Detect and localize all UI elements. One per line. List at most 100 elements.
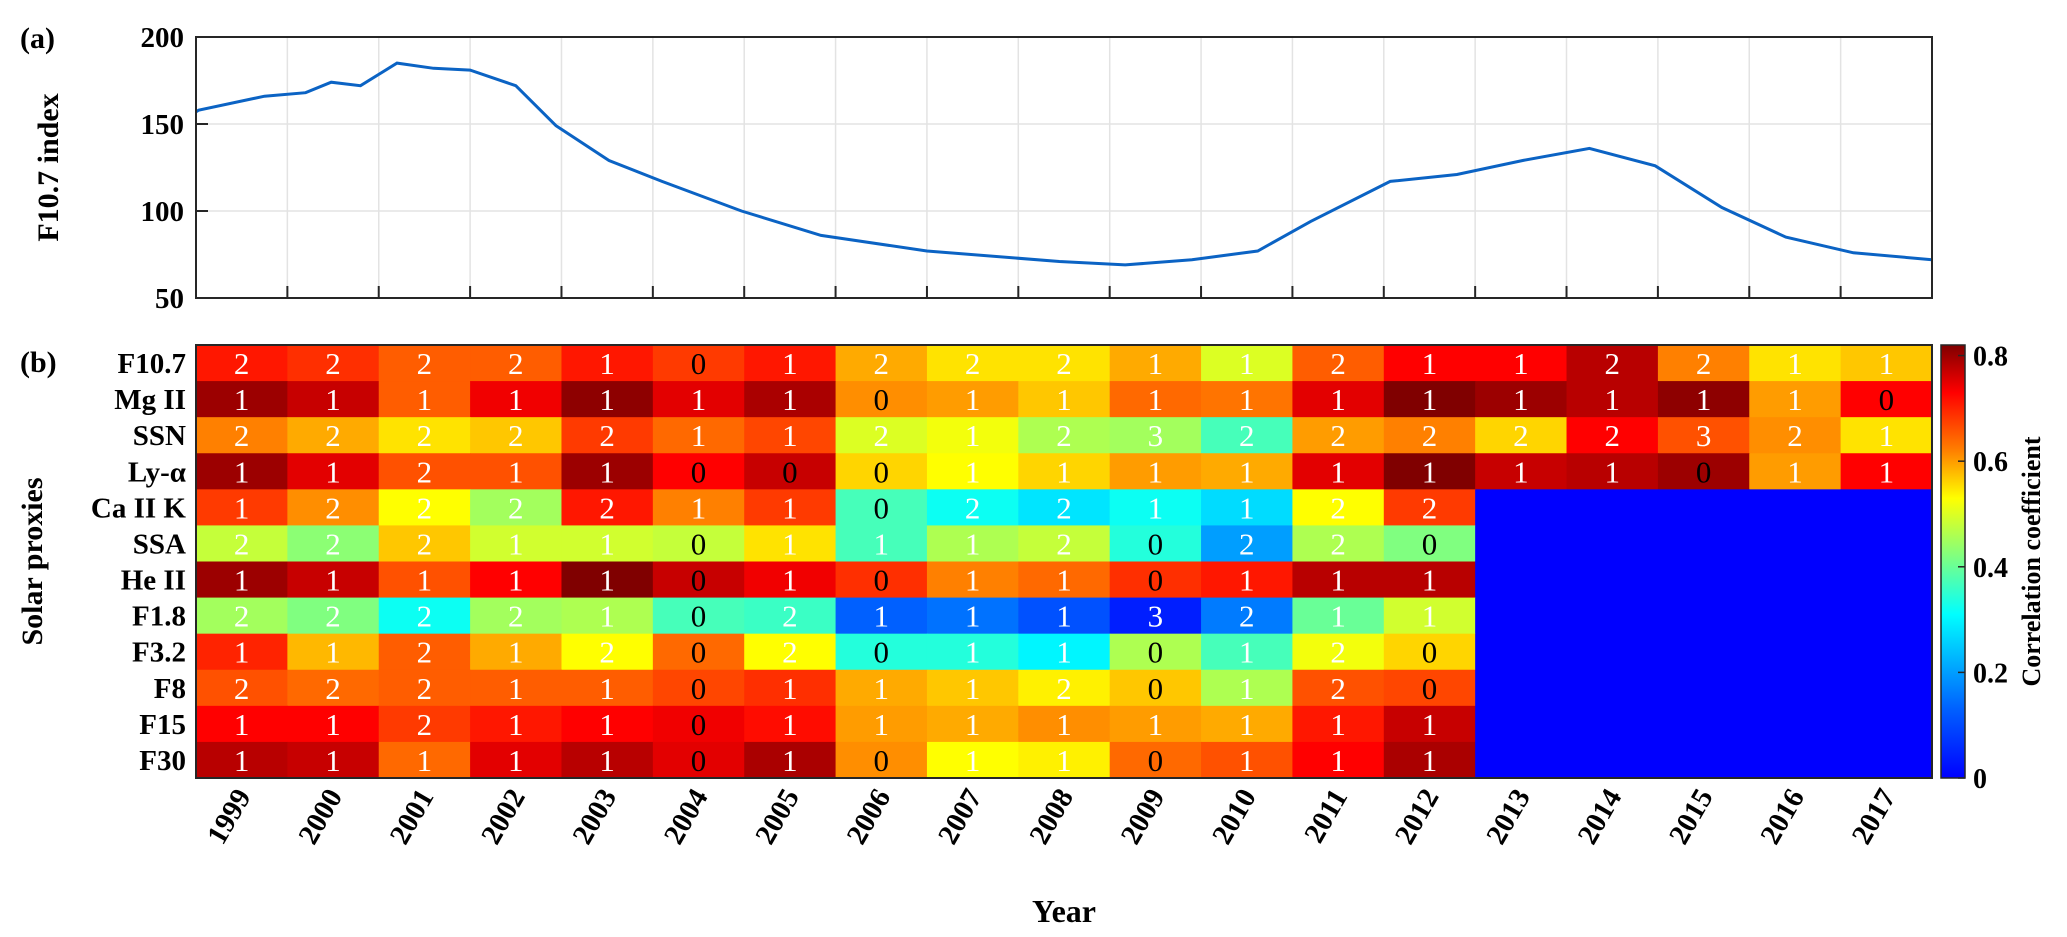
cell-annotation: 1 bbox=[599, 599, 615, 634]
heatmap-cell bbox=[1840, 705, 1933, 743]
cell-annotation: 0 bbox=[1148, 563, 1164, 598]
heatmap-cell bbox=[744, 453, 837, 490]
heatmap-cell bbox=[470, 669, 563, 707]
heatmap-cell bbox=[1749, 741, 1842, 779]
heatmap-cell bbox=[196, 669, 288, 707]
heatmap-cell bbox=[470, 345, 563, 382]
heatmap-cell bbox=[1109, 561, 1202, 599]
cell-annotation: 1 bbox=[234, 635, 250, 670]
heatmap-cell bbox=[561, 633, 654, 671]
cell-annotation: 1 bbox=[1330, 743, 1346, 778]
cell-annotation: 1 bbox=[1879, 454, 1895, 489]
heatmap-cell bbox=[1383, 633, 1476, 671]
cell-annotation: 0 bbox=[691, 743, 707, 778]
row-label: F10.7 bbox=[118, 348, 186, 380]
heatmap-cell bbox=[652, 489, 745, 527]
heatmap-cell bbox=[1657, 525, 1750, 563]
cell-annotation: 2 bbox=[1604, 418, 1620, 453]
heatmap-cell bbox=[1657, 741, 1750, 779]
heatmap-cell bbox=[1292, 381, 1385, 418]
cell-annotation: 1 bbox=[417, 382, 433, 417]
panel-a-grid bbox=[196, 37, 1932, 298]
colorbar-label: Correlation coefficient bbox=[2017, 436, 2046, 686]
heatmap-cell bbox=[1566, 705, 1659, 743]
heatmap-cell bbox=[470, 381, 563, 418]
cell-annotation: 1 bbox=[234, 454, 250, 489]
cell-annotation: 0 bbox=[691, 635, 707, 670]
cell-annotation: 1 bbox=[599, 743, 615, 778]
heatmap-cell bbox=[1018, 669, 1111, 707]
cell-annotation: 0 bbox=[691, 707, 707, 742]
heatmap-cell bbox=[1109, 489, 1202, 527]
cell-annotation: 1 bbox=[1330, 454, 1346, 489]
cell-annotation: 1 bbox=[1513, 382, 1529, 417]
cell-annotation: 1 bbox=[1148, 707, 1164, 742]
heatmap-cell bbox=[1840, 741, 1933, 779]
cell-annotation: 1 bbox=[1879, 346, 1895, 381]
y-tick-label: 50 bbox=[155, 283, 184, 315]
heatmap-cell bbox=[926, 705, 1019, 743]
heatmap-cell bbox=[744, 417, 837, 454]
heatmap-cell bbox=[1383, 489, 1476, 527]
cell-annotation: 1 bbox=[965, 599, 981, 634]
heatmap-cell bbox=[1109, 705, 1202, 743]
heatmap-cell bbox=[1109, 417, 1202, 454]
heatmap-cell bbox=[744, 489, 837, 527]
cell-annotation: 2 bbox=[234, 599, 250, 634]
cell-annotation: 1 bbox=[599, 454, 615, 489]
heatmap-cell bbox=[378, 381, 471, 418]
cell-annotation: 2 bbox=[508, 599, 524, 634]
column-label: 2004 bbox=[658, 784, 715, 850]
column-label: 2014 bbox=[1572, 784, 1629, 850]
heatmap-cell bbox=[1657, 417, 1750, 454]
cell-annotation: 1 bbox=[508, 707, 524, 742]
heatmap-row-labels: F10.7 Mg II SSN Ly-α Ca II K SSA He II F1.8 F3.2… bbox=[91, 348, 187, 777]
heatmap-cell bbox=[652, 345, 745, 382]
heatmap-cell bbox=[1749, 453, 1842, 490]
y-tick-label: 150 bbox=[141, 109, 185, 141]
cell-annotation: 0 bbox=[1148, 671, 1164, 706]
heatmap-cell bbox=[1201, 489, 1294, 527]
heatmap-cell bbox=[1566, 597, 1659, 635]
heatmap-cell bbox=[744, 525, 837, 563]
column-label: 2000 bbox=[292, 784, 349, 850]
heatmap-cell bbox=[1383, 705, 1476, 743]
cell-annotation: 0 bbox=[691, 599, 707, 634]
heatmap-cell bbox=[1292, 417, 1385, 454]
panel-a-y-axis-label: F10.7 index bbox=[32, 93, 65, 241]
heatmap-cell bbox=[1383, 345, 1476, 382]
heatmap-cell bbox=[561, 705, 654, 743]
heatmap-cell bbox=[196, 561, 288, 599]
cell-annotation: 0 bbox=[874, 454, 890, 489]
cell-annotation: 2 bbox=[782, 635, 798, 670]
cell-annotation: 2 bbox=[1330, 671, 1346, 706]
heatmap-cell bbox=[196, 345, 288, 382]
cell-annotation: 1 bbox=[1056, 707, 1072, 742]
heatmap-cell bbox=[652, 705, 745, 743]
heatmap-cell bbox=[926, 669, 1019, 707]
heatmap-cell bbox=[1018, 705, 1111, 743]
heatmap-cell bbox=[835, 741, 928, 779]
heatmap-cell bbox=[1749, 705, 1842, 743]
heatmap-cell bbox=[1201, 417, 1294, 454]
row-label: Ca II K bbox=[91, 492, 187, 524]
colorbar-tick-label: 0.8 bbox=[1973, 342, 2008, 373]
cell-annotation: 2 bbox=[1513, 418, 1529, 453]
heatmap-cell bbox=[1475, 741, 1568, 779]
cell-annotation: 2 bbox=[1330, 346, 1346, 381]
heatmap-cell bbox=[1383, 741, 1476, 779]
cell-annotation: 2 bbox=[1056, 671, 1072, 706]
heatmap-cell bbox=[652, 669, 745, 707]
colorbar bbox=[1940, 344, 1966, 779]
cell-annotation: 1 bbox=[1422, 707, 1438, 742]
heatmap-cell bbox=[1566, 381, 1659, 418]
heatmap-cell bbox=[926, 453, 1019, 490]
heatmap-cell bbox=[1749, 345, 1842, 382]
heatmap-cell bbox=[1292, 597, 1385, 635]
heatmap-cell bbox=[744, 597, 837, 635]
cell-annotation: 1 bbox=[1148, 382, 1164, 417]
cell-annotation: 1 bbox=[782, 526, 798, 561]
cell-annotation: 2 bbox=[1056, 490, 1072, 525]
heatmap-cell bbox=[1475, 561, 1568, 599]
heatmap-cell bbox=[196, 741, 288, 779]
